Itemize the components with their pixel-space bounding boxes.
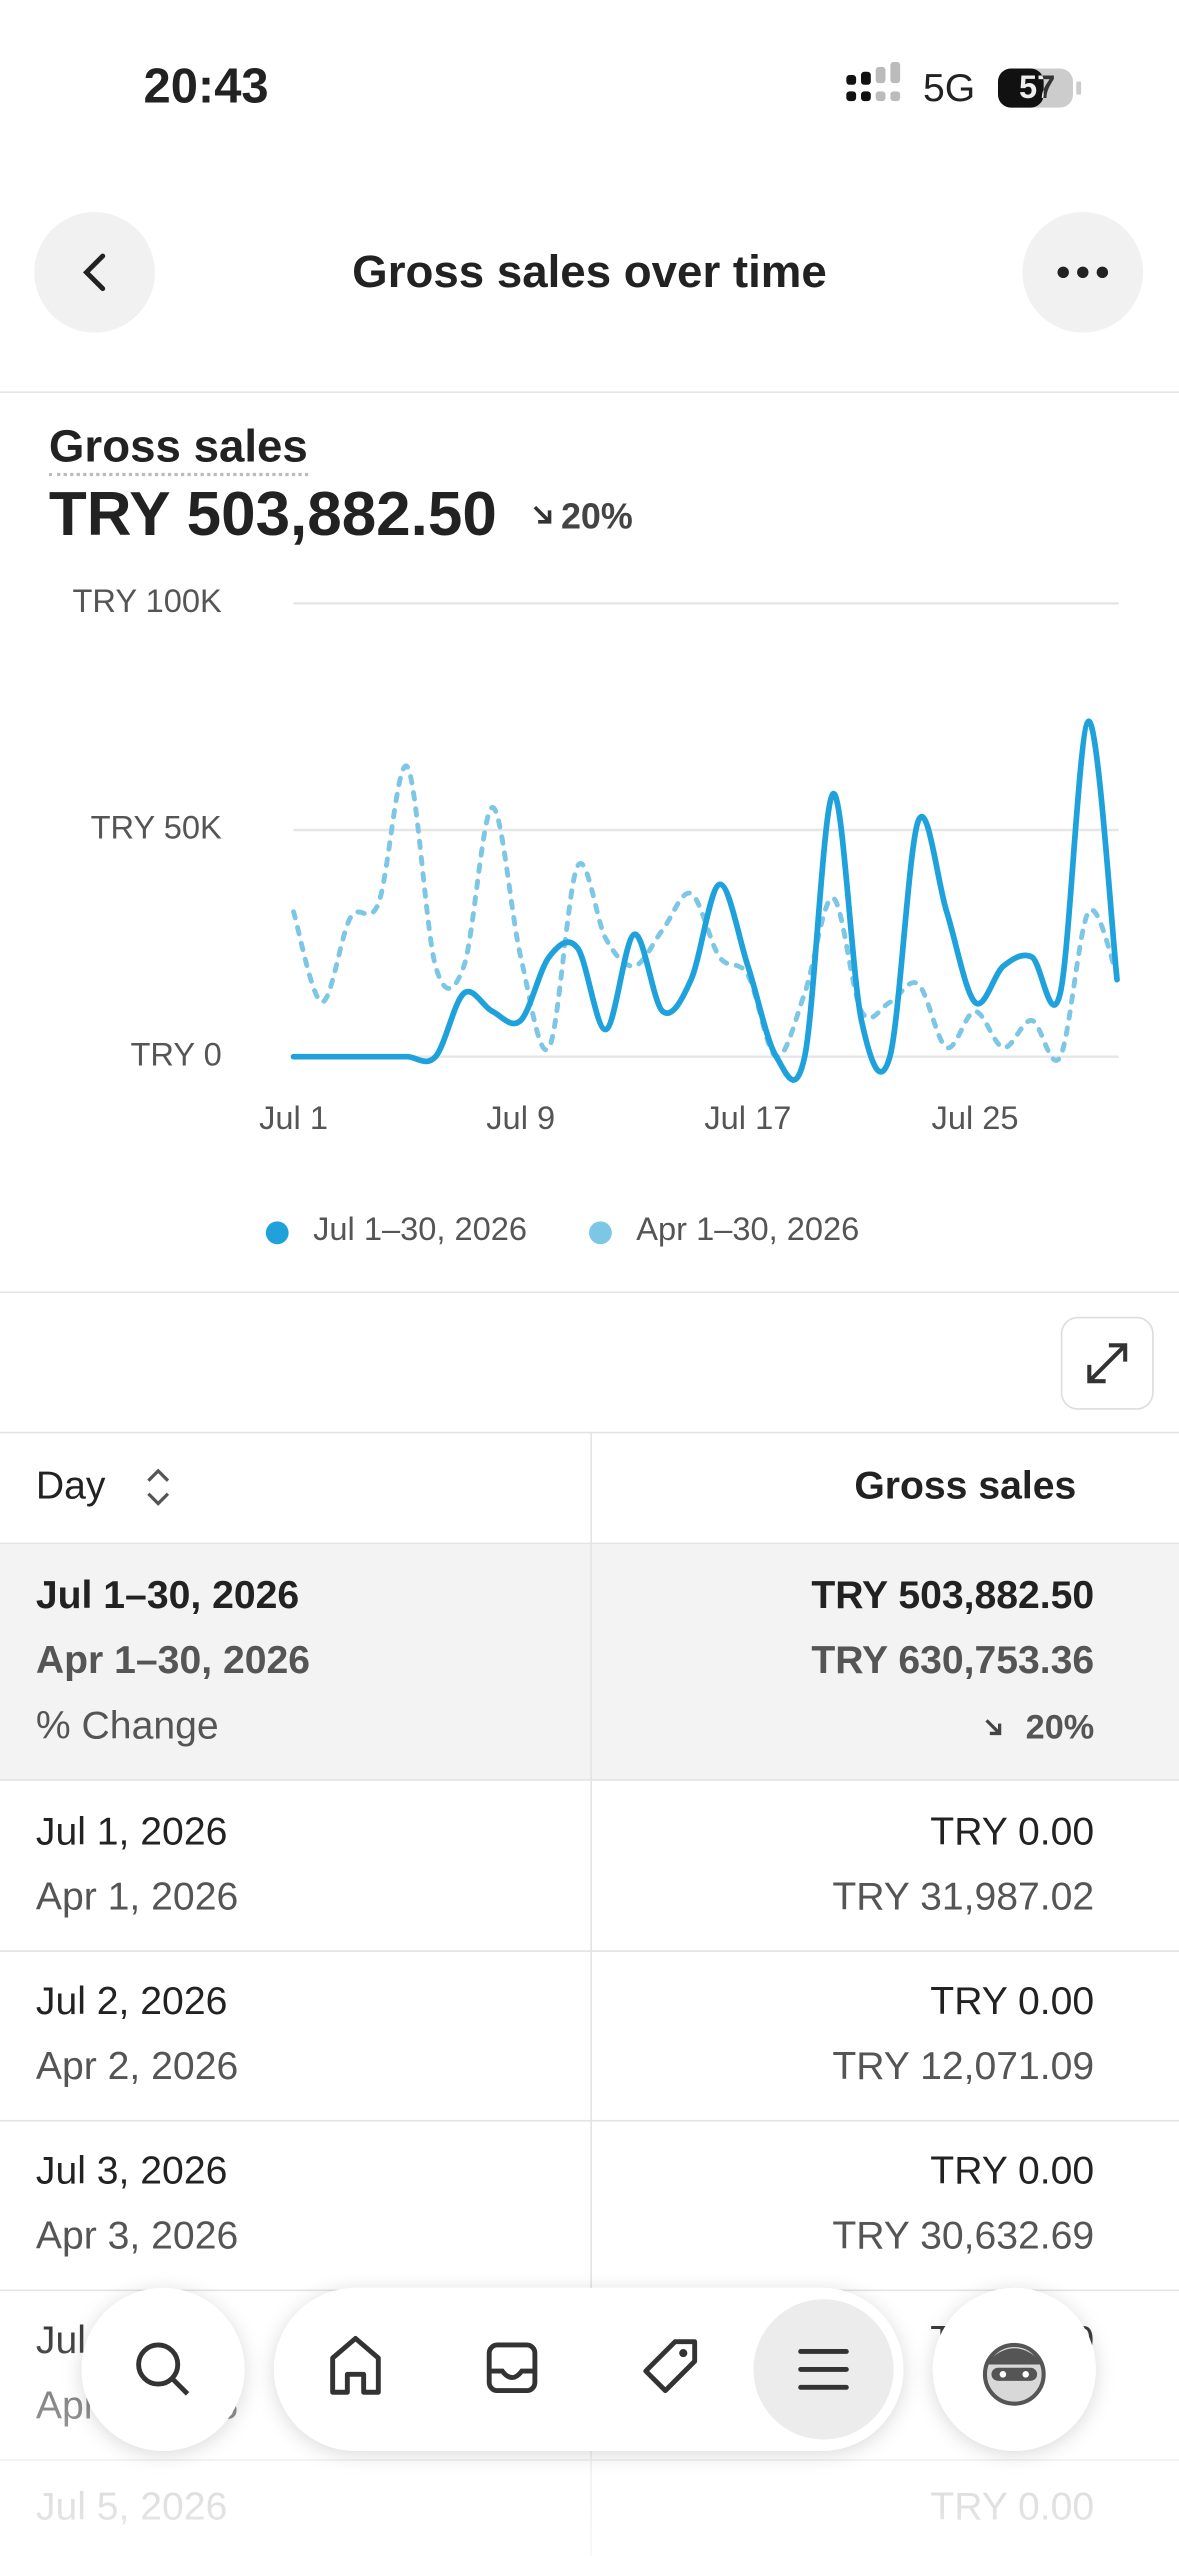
x-tick-label: Jul 25: [932, 1099, 1019, 1136]
divider: [0, 1291, 1179, 1294]
row-date: Jul 2, 2026: [35, 1979, 228, 2024]
status-icons: [846, 61, 1082, 108]
y-tick-label: TRY 50K: [91, 809, 222, 846]
status-network: 5G: [922, 66, 976, 111]
search-button[interactable]: [81, 2287, 245, 2451]
row-value: TRY 12,071.09: [832, 2044, 1095, 2089]
products-button[interactable]: [643, 2339, 698, 2394]
summary-row: [0, 1544, 1179, 1780]
metric-total: TRY 503,882.50: [48, 481, 497, 550]
x-tick-label: Jul 17: [704, 1099, 791, 1136]
row-value: TRY 30,632.69: [832, 2214, 1095, 2259]
row-value: TRY 0.00: [930, 1979, 1095, 2024]
row-date: Jul 1, 2026: [35, 1810, 228, 1855]
divider: [0, 1950, 1179, 1952]
column-header[interactable]: Day: [35, 1464, 106, 1509]
legend-swatch: [589, 1221, 612, 1245]
chart: TRY 0 TRY 50K TRY 100K Jul 1 Jul 9 Jul 17 Jul …: [73, 582, 1120, 1247]
down-arrow: [985, 1719, 1002, 1736]
page-title: Gross sales over time: [352, 246, 827, 297]
summary-value: TRY 503,882.50: [811, 1573, 1095, 1618]
status-battery: 57: [1018, 70, 1056, 106]
summary-value: 20%: [1025, 1708, 1095, 1747]
menu-button[interactable]: [753, 2299, 894, 2440]
divider: [0, 2119, 1179, 2122]
down-arrow: [533, 505, 552, 524]
bottom-nav: [81, 2287, 1096, 2451]
profile-button[interactable]: [932, 2287, 1096, 2451]
row-date: Apr 3, 2026: [35, 2214, 239, 2259]
y-tick-label: TRY 0: [131, 1035, 222, 1072]
expand-button[interactable]: [1060, 1316, 1155, 1411]
series-line: [291, 763, 1120, 1063]
summary-value: TRY 630,753.36: [811, 1638, 1095, 1683]
row-value: TRY 31,987.02: [832, 1875, 1095, 1920]
row-date: Apr 2, 2026: [35, 2044, 239, 2089]
inbox-button[interactable]: [486, 2342, 538, 2394]
summary-label: % Change: [35, 1704, 219, 1749]
row-value: TRY 0.00: [930, 1810, 1095, 1855]
summary-label: Jul 1–30, 2026: [35, 1573, 300, 1618]
home-button[interactable]: [330, 2335, 381, 2395]
metric-label[interactable]: Gross sales: [48, 423, 308, 477]
row-value: TRY 0.00: [930, 2149, 1095, 2194]
metric-change: 20%: [560, 495, 633, 537]
column-header: Gross sales: [854, 1464, 1077, 1509]
x-tick-label: Jul 1: [259, 1099, 328, 1136]
column-divider: [590, 1431, 592, 2556]
row-date: Apr 1, 2026: [35, 1875, 239, 1920]
divider: [0, 1431, 1179, 1434]
x-tick-label: Jul 9: [486, 1099, 555, 1136]
series-line: [290, 718, 1120, 1083]
status-time: 20:43: [143, 60, 269, 115]
divider: [0, 1779, 1179, 1781]
legend-label: Jul 1–30, 2026: [313, 1210, 527, 1247]
legend-swatch: [265, 1221, 289, 1245]
divider: [0, 1542, 1179, 1545]
divider: [0, 391, 1179, 393]
row-date: Jul 3, 2026: [35, 2149, 228, 2194]
sort-icon[interactable]: [144, 1464, 173, 1510]
more-button[interactable]: [1021, 210, 1148, 337]
summary-label: Apr 1–30, 2026: [35, 1638, 311, 1683]
legend-label: Apr 1–30, 2026: [636, 1210, 859, 1247]
back-button[interactable]: [33, 210, 160, 337]
y-tick-label: TRY 100K: [73, 582, 223, 619]
